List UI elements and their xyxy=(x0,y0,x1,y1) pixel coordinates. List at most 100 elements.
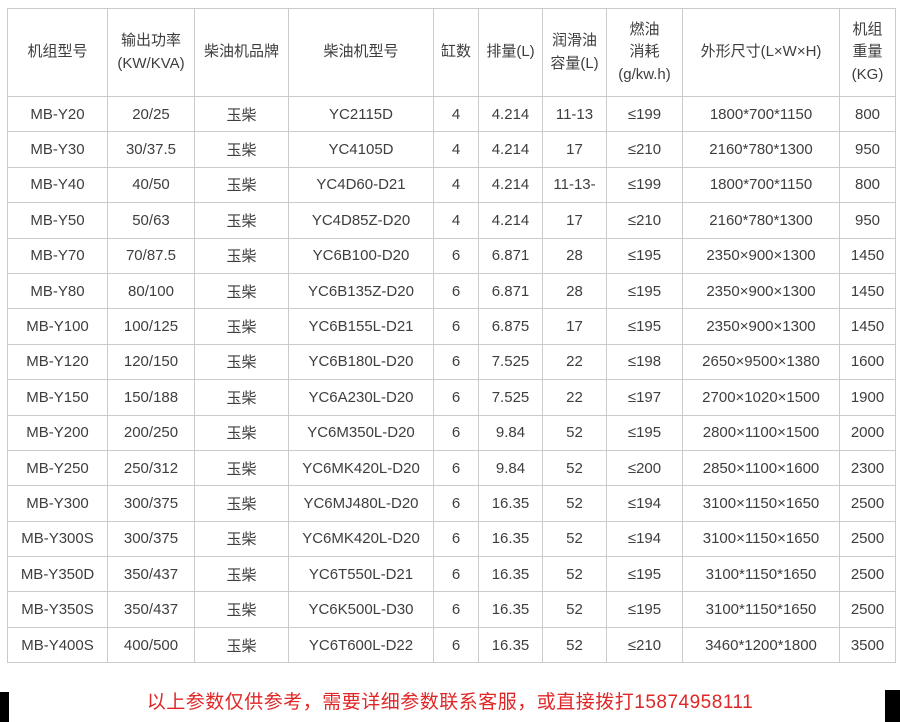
cell-dimensions: 3100×1150×1650 xyxy=(682,520,840,558)
cell-fuel_consumption: ≤195 xyxy=(606,272,683,310)
cell-dimensions: 2160*780*1300 xyxy=(682,202,840,239)
cell-dimensions: 3100*1150*1650 xyxy=(682,591,840,628)
cell-fuel_consumption: ≤194 xyxy=(606,485,683,522)
cell-oil_capacity: 28 xyxy=(542,237,607,274)
cell-weight: 3500 xyxy=(839,626,896,664)
cell-fuel_consumption: ≤195 xyxy=(606,308,683,345)
cell-engine_model: YC2115D xyxy=(288,95,434,133)
cell-power: 100/125 xyxy=(107,308,195,345)
cell-brand: 玉柴 xyxy=(194,379,289,416)
cell-brand: 玉柴 xyxy=(194,485,289,522)
cell-weight: 2000 xyxy=(839,414,896,451)
cell-weight: 1450 xyxy=(839,237,896,274)
cell-engine_model: YC6T550L-D21 xyxy=(288,556,434,593)
cell-cylinders: 4 xyxy=(433,131,479,168)
cell-weight: 1450 xyxy=(839,272,896,310)
cell-oil_capacity: 28 xyxy=(542,272,607,310)
cell-dimensions: 2350×900×1300 xyxy=(682,308,840,345)
cell-brand: 玉柴 xyxy=(194,131,289,168)
cell-model: MB-Y40 xyxy=(7,166,108,204)
table-row: MB-Y120 120/150 玉柴 YC6B180L-D20 6 7.525 22 ≤198… xyxy=(7,343,896,381)
cell-engine_model: YC6MJ480L-D20 xyxy=(288,485,434,522)
cell-engine_model: YC6T600L-D22 xyxy=(288,626,434,664)
bottom-right-black-bar xyxy=(885,690,900,722)
cell-fuel_consumption: ≤199 xyxy=(606,166,683,204)
col-header-dimensions: 外形尺寸(L×W×H) xyxy=(682,8,840,97)
cell-model: MB-Y20 xyxy=(7,95,108,133)
cell-oil_capacity: 11-13 xyxy=(542,95,607,133)
cell-engine_model: YC6B155L-D21 xyxy=(288,308,434,345)
cell-engine_model: YC6B100-D20 xyxy=(288,237,434,274)
cell-weight: 2500 xyxy=(839,485,896,522)
cell-displacement: 9.84 xyxy=(478,449,543,487)
table-row: MB-Y20 20/25 玉柴 YC2115D 4 4.214 11-13 ≤199 1800*… xyxy=(7,95,896,133)
cell-power: 150/188 xyxy=(107,379,195,416)
cell-cylinders: 6 xyxy=(433,556,479,593)
col-header-cylinders: 缸数 xyxy=(433,8,479,97)
cell-dimensions: 2850×1100×1600 xyxy=(682,449,840,487)
cell-engine_model: YC6B180L-D20 xyxy=(288,343,434,381)
cell-displacement: 6.871 xyxy=(478,272,543,310)
cell-brand: 玉柴 xyxy=(194,95,289,133)
cell-brand: 玉柴 xyxy=(194,202,289,239)
col-header-displacement: 排量(L) xyxy=(478,8,543,97)
cell-power: 350/437 xyxy=(107,556,195,593)
cell-oil_capacity: 17 xyxy=(542,308,607,345)
cell-cylinders: 6 xyxy=(433,343,479,381)
cell-oil_capacity: 52 xyxy=(542,556,607,593)
table-row: MB-Y150 150/188 玉柴 YC6A230L-D20 6 7.525 22 ≤197… xyxy=(7,379,896,416)
cell-displacement: 6.875 xyxy=(478,308,543,345)
cell-dimensions: 2700×1020×1500 xyxy=(682,379,840,416)
cell-brand: 玉柴 xyxy=(194,520,289,558)
cell-cylinders: 6 xyxy=(433,626,479,664)
table-row: MB-Y300S 300/375 玉柴 YC6MK420L-D20 6 16.35 52 ≤1… xyxy=(7,520,896,558)
cell-cylinders: 6 xyxy=(433,485,479,522)
cell-oil_capacity: 52 xyxy=(542,626,607,664)
cell-power: 40/50 xyxy=(107,166,195,204)
cell-displacement: 6.871 xyxy=(478,237,543,274)
col-header-engine_model: 柴油机型号 xyxy=(288,8,434,97)
cell-brand: 玉柴 xyxy=(194,237,289,274)
cell-engine_model: YC6M350L-D20 xyxy=(288,414,434,451)
cell-weight: 2500 xyxy=(839,556,896,593)
cell-cylinders: 4 xyxy=(433,166,479,204)
cell-engine_model: YC4105D xyxy=(288,131,434,168)
cell-power: 350/437 xyxy=(107,591,195,628)
cell-power: 50/63 xyxy=(107,202,195,239)
footer-notice-text: 以上参数仅供参考，需要详细参数联系客服，或直接拨打15874958111 xyxy=(146,692,754,713)
cell-model: MB-Y30 xyxy=(7,131,108,168)
cell-oil_capacity: 11-13- xyxy=(542,166,607,204)
cell-oil_capacity: 52 xyxy=(542,449,607,487)
cell-fuel_consumption: ≤197 xyxy=(606,379,683,416)
cell-power: 120/150 xyxy=(107,343,195,381)
table-row: MB-Y200 200/250 玉柴 YC6M350L-D20 6 9.84 52 ≤195 2… xyxy=(7,414,896,451)
table-header-row: 机组型号 输出功率 (KW/KVA) 柴油机品牌 柴油机型号 缸数 排量(L) 润滑油 容量… xyxy=(7,8,896,97)
cell-fuel_consumption: ≤195 xyxy=(606,414,683,451)
cell-fuel_consumption: ≤210 xyxy=(606,131,683,168)
cell-model: MB-Y350D xyxy=(7,556,108,593)
cell-brand: 玉柴 xyxy=(194,556,289,593)
table-row: MB-Y70 70/87.5 玉柴 YC6B100-D20 6 6.871 28 ≤195 23… xyxy=(7,237,896,274)
cell-dimensions: 2350×900×1300 xyxy=(682,272,840,310)
col-header-power: 输出功率 (KW/KVA) xyxy=(107,8,195,97)
cell-displacement: 16.35 xyxy=(478,485,543,522)
table-row: MB-Y80 80/100 玉柴 YC6B135Z-D20 6 6.871 28 ≤195 23… xyxy=(7,272,896,310)
cell-power: 200/250 xyxy=(107,414,195,451)
cell-displacement: 4.214 xyxy=(478,131,543,168)
cell-fuel_consumption: ≤195 xyxy=(606,556,683,593)
cell-fuel_consumption: ≤210 xyxy=(606,626,683,664)
cell-model: MB-Y120 xyxy=(7,343,108,381)
cell-model: MB-Y100 xyxy=(7,308,108,345)
cell-weight: 2500 xyxy=(839,591,896,628)
cell-cylinders: 6 xyxy=(433,308,479,345)
cell-model: MB-Y350S xyxy=(7,591,108,628)
col-header-model: 机组型号 xyxy=(7,8,108,97)
cell-displacement: 9.84 xyxy=(478,414,543,451)
cell-oil_capacity: 22 xyxy=(542,343,607,381)
cell-displacement: 16.35 xyxy=(478,556,543,593)
cell-model: MB-Y400S xyxy=(7,626,108,664)
cell-oil_capacity: 52 xyxy=(542,414,607,451)
cell-weight: 800 xyxy=(839,166,896,204)
cell-power: 70/87.5 xyxy=(107,237,195,274)
